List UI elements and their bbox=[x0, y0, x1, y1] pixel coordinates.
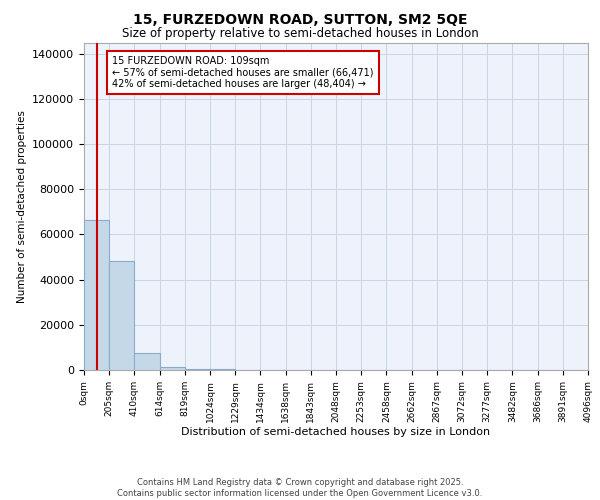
Bar bbox=[109, 260, 134, 370]
Text: 15, FURZEDOWN ROAD, SUTTON, SM2 5QE: 15, FURZEDOWN ROAD, SUTTON, SM2 5QE bbox=[133, 12, 467, 26]
X-axis label: Distribution of semi-detached houses by size in London: Distribution of semi-detached houses by … bbox=[181, 428, 491, 438]
Y-axis label: Number of semi-detached properties: Number of semi-detached properties bbox=[17, 110, 26, 302]
Bar bbox=[134, 353, 160, 370]
Text: Contains HM Land Registry data © Crown copyright and database right 2025.
Contai: Contains HM Land Registry data © Crown c… bbox=[118, 478, 482, 498]
Text: Size of property relative to semi-detached houses in London: Size of property relative to semi-detach… bbox=[122, 28, 478, 40]
Bar bbox=[185, 369, 210, 370]
Text: 15 FURZEDOWN ROAD: 109sqm
← 57% of semi-detached houses are smaller (66,471)
42%: 15 FURZEDOWN ROAD: 109sqm ← 57% of semi-… bbox=[112, 56, 374, 90]
Bar bbox=[84, 220, 109, 370]
Bar bbox=[160, 368, 185, 370]
